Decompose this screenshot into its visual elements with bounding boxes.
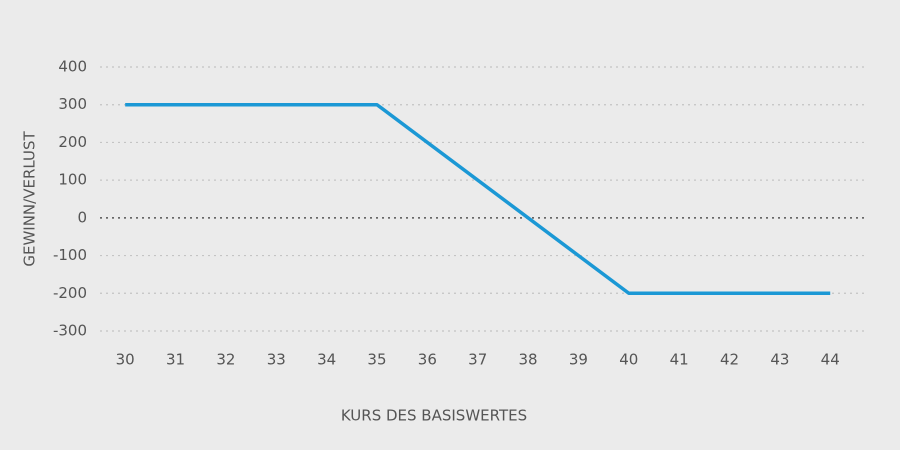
- y-tick-label: -100: [53, 246, 87, 264]
- x-tick-label: 34: [317, 351, 336, 369]
- x-tick-label: 43: [770, 351, 789, 369]
- x-tick-label: 42: [720, 351, 739, 369]
- x-tick-label: 36: [418, 351, 437, 369]
- y-tick-label: 200: [58, 133, 87, 151]
- y-tick-label: -200: [53, 284, 87, 302]
- x-tick-label: 30: [116, 351, 135, 369]
- x-tick-label: 31: [166, 351, 185, 369]
- y-axis-label: GEWINN/VERLUST: [21, 131, 39, 267]
- line: [125, 102, 831, 296]
- x-tick-label: 33: [267, 351, 286, 369]
- x-tick-label: 35: [367, 351, 386, 369]
- x-tick-label: 38: [519, 351, 538, 369]
- y-tick-label: 100: [58, 171, 87, 189]
- y-tick-label: -300: [53, 322, 87, 340]
- x-tick-label: 32: [216, 351, 235, 369]
- y-tick-label: 400: [58, 58, 87, 76]
- x-axis-label: KURS DES BASISWERTES: [341, 407, 527, 425]
- y-tick-label: 300: [58, 95, 87, 113]
- x-tick-label: 44: [821, 351, 840, 369]
- x-tick-label: 40: [619, 351, 638, 369]
- x-tick-label: 39: [569, 351, 588, 369]
- x-tick-label: 41: [670, 351, 689, 369]
- y-tick-label: 0: [77, 208, 87, 226]
- x-tick-label: 37: [468, 351, 487, 369]
